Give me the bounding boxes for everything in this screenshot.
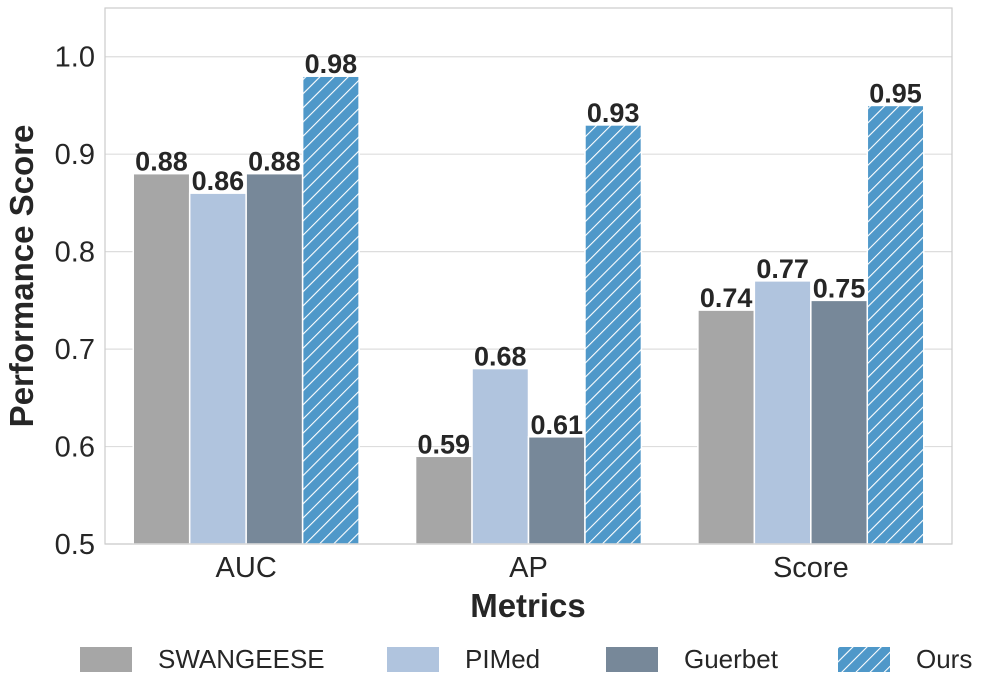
- legend: SWANGEESE PIMed Guerbet Ours: [80, 644, 972, 674]
- data-label: 0.88: [248, 147, 301, 177]
- legend-swatch-hatch: [838, 647, 890, 672]
- data-label: 0.88: [135, 147, 188, 177]
- y-tick-label: 1.0: [55, 42, 95, 74]
- legend-label: PIMed: [465, 644, 540, 674]
- data-label: 0.93: [587, 98, 640, 128]
- plot-frame: [104, 7, 953, 545]
- x-axis-title: Metrics: [470, 587, 586, 624]
- y-tick-label: 0.6: [55, 432, 95, 464]
- x-tick-label: AP: [509, 552, 548, 584]
- y-tick-labels: 0.5 0.6 0.7 0.8 0.9 1.0: [55, 42, 95, 561]
- legend-label: SWANGEESE: [158, 644, 325, 674]
- bar-guerbet-score: [810, 299, 869, 545]
- data-label: 0.68: [474, 342, 527, 372]
- data-label: 0.98: [305, 49, 358, 79]
- bar-guerbet-auc: [245, 172, 304, 545]
- bar-swangeese-auc: [132, 172, 191, 545]
- bar-swangeese-score: [697, 309, 756, 545]
- bar-hatch: [584, 124, 642, 544]
- bars: [132, 75, 925, 545]
- legend-label: Guerbet: [684, 644, 779, 674]
- legend-swatch: [387, 647, 439, 672]
- bar-hatch: [867, 105, 924, 545]
- x-tick-label: AUC: [216, 552, 277, 584]
- data-label: 0.77: [756, 254, 809, 284]
- data-label: 0.61: [530, 410, 583, 440]
- data-label: 0.75: [813, 273, 866, 303]
- bar-swangeese-ap: [414, 455, 473, 545]
- legend-label: Ours: [916, 644, 972, 674]
- bar-hatch: [302, 76, 360, 544]
- y-tick-label: 0.8: [55, 237, 95, 269]
- bar-pimed-ap: [471, 367, 530, 545]
- data-label: 0.59: [418, 429, 471, 459]
- bar-pimed-auc: [188, 192, 247, 545]
- data-label: 0.74: [700, 283, 753, 313]
- legend-swatch: [606, 647, 658, 672]
- y-tick-label: 0.9: [55, 139, 95, 171]
- legend-swatch: [80, 647, 132, 672]
- x-tick-labels: AUC AP Score: [216, 552, 849, 584]
- y-axis-title: Performance Score: [3, 125, 40, 428]
- data-label: 0.86: [192, 166, 245, 196]
- y-tick-label: 0.7: [55, 334, 95, 366]
- bar-guerbet-ap: [527, 436, 586, 545]
- x-tick-label: Score: [773, 552, 849, 584]
- data-labels: 0.880.860.88 0.98 0.59 0.68 0.61 0.93 0.740.77…: [135, 49, 922, 459]
- y-tick-label: 0.5: [55, 529, 95, 561]
- bar-pimed-score: [753, 280, 812, 545]
- data-label: 0.95: [869, 78, 922, 108]
